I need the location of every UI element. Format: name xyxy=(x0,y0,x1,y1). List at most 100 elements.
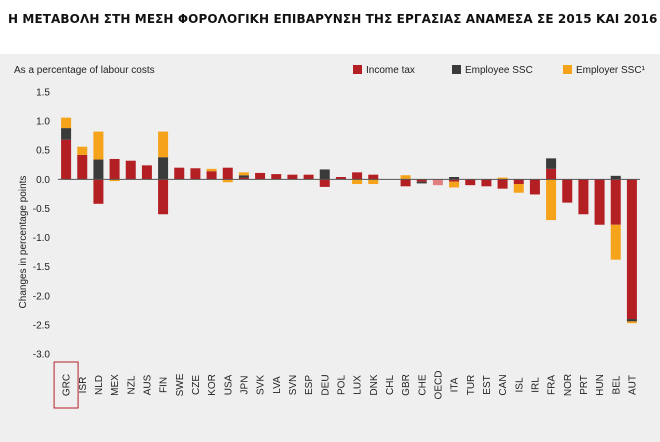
bar-swe-income-tax xyxy=(174,167,185,180)
x-tick-label: ESP xyxy=(304,375,315,395)
bar-bel-employee-ssc xyxy=(610,175,621,180)
x-tick-label: FIN xyxy=(159,377,170,393)
legend-swatch xyxy=(563,65,572,74)
bar-prt-income-tax xyxy=(578,179,589,215)
bar-est-income-tax xyxy=(481,179,492,187)
bar-ita-employee-ssc xyxy=(449,177,460,180)
bar-grc-employee-ssc xyxy=(61,128,72,140)
bar-mex-employer-ssc xyxy=(109,179,120,182)
x-tick-label: TUR xyxy=(466,375,477,396)
bar-nld-income-tax xyxy=(93,179,104,204)
x-tick-label: SVK xyxy=(256,375,267,395)
x-tick-label: AUS xyxy=(142,374,153,395)
bar-svk-income-tax xyxy=(255,172,266,180)
bar-fin-income-tax xyxy=(158,179,169,215)
bar-cze-income-tax xyxy=(190,168,201,180)
legend-label: Employer SSC¹ xyxy=(576,65,646,76)
x-tick-label: HUN xyxy=(595,374,606,396)
y-tick-label: 1.0 xyxy=(36,117,50,128)
x-tick-label: GBR xyxy=(401,374,412,396)
y-tick-label: 0.5 xyxy=(36,146,50,157)
x-tick-label: CAN xyxy=(498,374,509,395)
bar-grc-employer-ssc xyxy=(61,117,72,129)
y-tick-label: -3.0 xyxy=(33,350,51,361)
x-tick-label: NOR xyxy=(563,374,574,396)
x-tick-label: OECD xyxy=(433,371,444,400)
bar-isr-employer-ssc xyxy=(77,146,88,155)
bar-bel-income-tax xyxy=(610,179,621,225)
y-tick-label: 0.0 xyxy=(36,175,50,186)
x-tick-label: NLD xyxy=(94,375,105,395)
bar-ita-employer-ssc xyxy=(449,181,460,188)
x-tick-label: ISL xyxy=(514,377,525,392)
bar-aut-income-tax xyxy=(626,179,637,320)
bar-lux-employer-ssc xyxy=(352,179,363,184)
bar-deu-income-tax xyxy=(319,179,330,187)
bar-dnk-employer-ssc xyxy=(368,179,379,184)
y-tick-label: -2.5 xyxy=(33,320,51,331)
bar-jpn-income-tax xyxy=(238,177,249,180)
bar-tur-income-tax xyxy=(465,179,476,186)
x-tick-label: GRC xyxy=(62,374,73,396)
bar-che-income-tax xyxy=(416,179,427,182)
bar-lva-income-tax xyxy=(271,174,282,180)
bar-aut-employer-ssc xyxy=(626,321,637,324)
y-axis-label: Changes in percentage points xyxy=(18,176,29,309)
y-tick-label: -1.0 xyxy=(33,233,51,244)
x-tick-label: POL xyxy=(336,375,347,395)
bar-aus-income-tax xyxy=(141,165,152,180)
x-tick-label: SWE xyxy=(175,373,186,396)
bar-isl-income-tax xyxy=(513,179,524,184)
y-tick-label: -2.0 xyxy=(33,291,51,302)
bar-usa-income-tax xyxy=(222,167,233,180)
bar-nzl-income-tax xyxy=(125,160,136,180)
x-tick-label: CHE xyxy=(417,374,428,395)
bar-nld-employee-ssc xyxy=(93,159,104,180)
bar-nld-employer-ssc xyxy=(93,131,104,160)
x-tick-label: USA xyxy=(223,374,234,395)
x-tick-label: LVA xyxy=(272,376,283,394)
bar-fin-employee-ssc xyxy=(158,157,169,180)
x-tick-label: KOR xyxy=(207,374,218,396)
bar-kor-employer-ssc xyxy=(206,168,217,172)
bar-can-employer-ssc xyxy=(497,177,508,180)
x-tick-label: LUX xyxy=(353,375,364,395)
x-tick-label: CHL xyxy=(385,375,396,395)
x-tick-label: DEU xyxy=(320,374,331,395)
legend-swatch xyxy=(452,65,461,74)
highlight-box xyxy=(53,361,79,409)
bar-mex-income-tax xyxy=(109,158,120,180)
bar-isr-income-tax xyxy=(77,154,88,180)
x-tick-label: ISR xyxy=(78,377,89,394)
bar-jpn-employer-ssc xyxy=(238,172,249,176)
bar-bel-employer-ssc xyxy=(610,224,621,260)
bar-esp-income-tax xyxy=(303,174,314,180)
x-tick-label: DNK xyxy=(369,374,380,395)
y-tick-label: 1.5 xyxy=(36,88,50,99)
bar-che-employee-ssc xyxy=(416,181,427,184)
bar-nor-income-tax xyxy=(562,179,573,203)
bar-isl-employer-ssc xyxy=(513,183,524,193)
bar-irl-income-tax xyxy=(529,179,540,195)
y-axis: 1.5 1.0 0.5 0.0 -0.5 -1.0 -1.5 -2.0 -2.5 -3.0 xyxy=(33,88,51,361)
bar-svn-income-tax xyxy=(287,174,298,180)
x-tick-label: NZL xyxy=(126,375,137,394)
chart-subtitle: As a percentage of labour costs xyxy=(14,65,155,76)
y-tick-label: -0.5 xyxy=(33,204,51,215)
x-tick-label: IRL xyxy=(530,377,541,393)
legend-swatch xyxy=(353,65,362,74)
bar-usa-employer-ssc xyxy=(222,179,233,183)
bar-chart: As a percentage of labour costs Changes … xyxy=(14,65,646,409)
bar-jpn-employee-ssc xyxy=(238,175,249,178)
bar-fra-employer-ssc xyxy=(546,179,557,221)
bar-fin-employer-ssc xyxy=(158,131,169,158)
bar-fra-employee-ssc xyxy=(546,158,557,169)
x-tick-label: PRT xyxy=(579,375,590,395)
x-tick-label: SVN xyxy=(288,375,299,396)
bar-aut-employee-ssc xyxy=(626,319,637,322)
bar-hun-income-tax xyxy=(594,179,605,225)
x-tick-label: BEL xyxy=(611,375,622,394)
x-tick-label: ITA xyxy=(450,377,461,392)
bar-pol-income-tax xyxy=(335,177,346,180)
bar-gbr-income-tax xyxy=(400,179,411,187)
